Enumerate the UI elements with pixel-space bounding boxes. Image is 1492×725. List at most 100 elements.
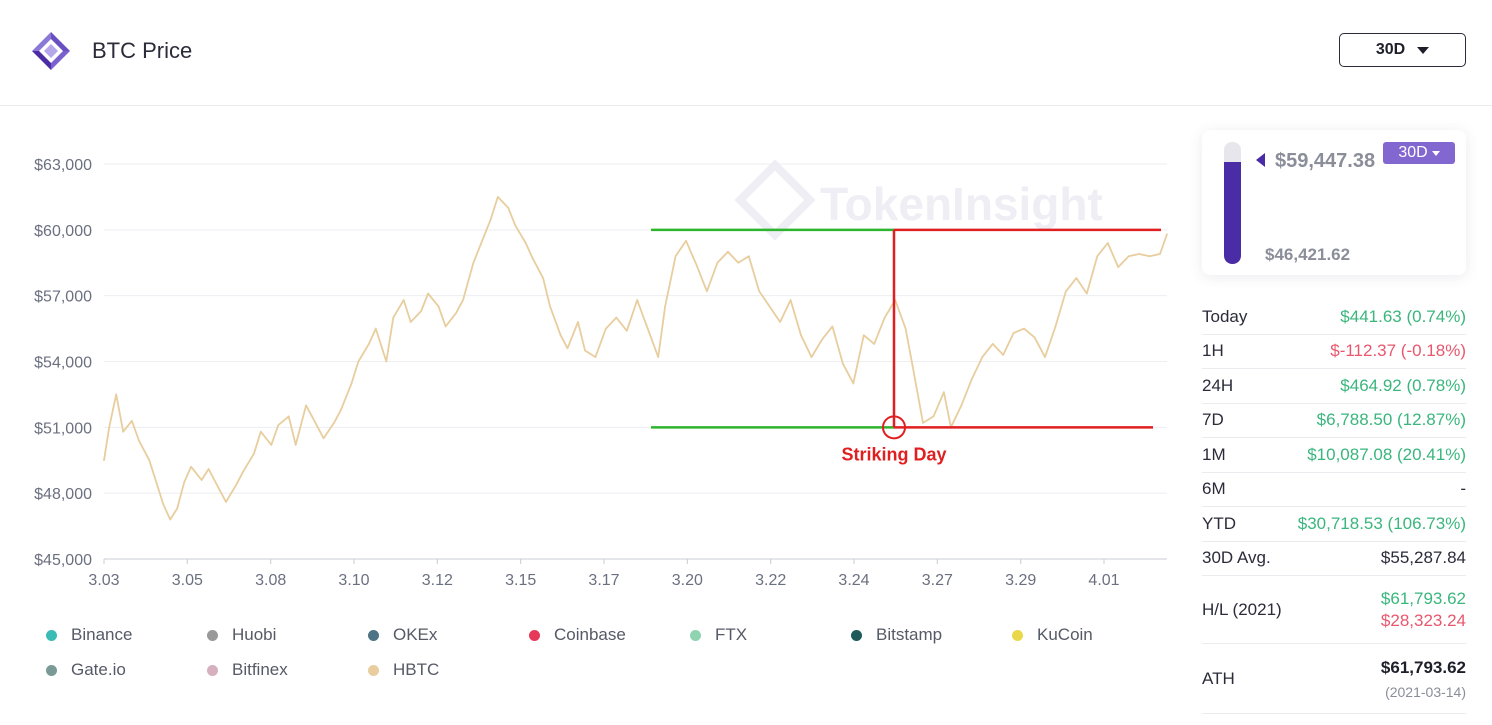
price-point <box>559 334 562 336</box>
price-point <box>737 262 740 264</box>
price-point <box>664 305 666 308</box>
stat-label: Today <box>1202 306 1248 326</box>
price-point <box>1044 356 1046 358</box>
legend-label: Gate.io <box>71 660 126 679</box>
legend-label: HBTC <box>393 660 440 679</box>
price-thermometer <box>1224 142 1241 264</box>
stat-value: $55,287.84 <box>1380 548 1466 568</box>
price-point <box>821 338 823 341</box>
price-point <box>392 316 395 319</box>
ath-values: $61,793.62 (2021-03-14) <box>1381 658 1466 700</box>
stat-row: 24H $464.92 (0.78%) <box>1202 369 1466 404</box>
y-tick-label: $63,000 <box>34 157 92 174</box>
price-point <box>270 444 273 446</box>
price-point <box>943 391 945 394</box>
stat-row: Today $441.63 (0.74%) <box>1202 300 1466 335</box>
price-point <box>1075 277 1078 279</box>
price-point <box>542 277 544 279</box>
price-point <box>1023 327 1025 330</box>
price-point <box>1065 290 1067 293</box>
legend-item-bitstamp[interactable]: Bitstamp <box>851 625 942 645</box>
legend-item-coinbase[interactable]: Coinbase <box>529 625 626 645</box>
stat-row: YTD $30,718.53 (106.73%) <box>1202 507 1466 542</box>
price-point <box>615 316 618 319</box>
legend-item-gate-io[interactable]: Gate.io <box>46 660 126 680</box>
legend-item-ftx[interactable]: FTX <box>690 625 747 645</box>
price-point <box>1096 255 1099 257</box>
stat-label: 30D Avg. <box>1202 548 1271 568</box>
price-point <box>375 327 377 330</box>
price-point <box>490 218 492 220</box>
price-point <box>427 292 429 295</box>
y-tick-label: $60,000 <box>34 223 92 240</box>
x-tick-label: 3.10 <box>338 572 369 589</box>
stat-value: $441.63 (0.74%) <box>1340 306 1466 326</box>
price-point <box>183 481 185 484</box>
legend-item-okex[interactable]: OKEx <box>368 625 437 645</box>
price-point <box>1159 253 1161 255</box>
price-line-hbtc <box>103 196 1168 521</box>
price-point <box>218 488 220 490</box>
year-low-value: $28,323.24 <box>1380 610 1466 630</box>
legend-item-bitfinex[interactable]: Bitfinex <box>207 660 288 680</box>
price-point <box>594 356 597 358</box>
y-tick-label: $57,000 <box>34 289 92 306</box>
price-point <box>108 426 110 429</box>
card-range-dropdown[interactable]: 30D <box>1383 142 1455 164</box>
price-point <box>1148 255 1151 257</box>
legend-dot-icon <box>851 629 862 641</box>
price-point <box>1086 292 1088 295</box>
x-tick-label: 3.22 <box>755 572 786 589</box>
price-point <box>315 424 318 426</box>
price-point <box>260 430 262 433</box>
price-point <box>800 334 802 336</box>
price-point <box>103 459 105 462</box>
stat-label: 6M <box>1202 479 1226 499</box>
price-point <box>115 393 117 396</box>
x-tick-label: 3.17 <box>588 572 619 589</box>
price-point <box>646 327 649 330</box>
stat-label: 24H <box>1202 375 1234 395</box>
stat-value: $464.92 (0.78%) <box>1340 375 1466 395</box>
legend-dot-icon <box>368 629 379 641</box>
price-point <box>462 299 464 301</box>
price-point <box>169 518 171 521</box>
stat-value: $30,718.53 (106.73%) <box>1297 513 1466 533</box>
x-tick-label: 3.15 <box>505 572 536 589</box>
price-point <box>863 334 865 336</box>
high-low-label: H/L (2021) <box>1202 599 1282 619</box>
price-point <box>207 468 210 470</box>
price-point <box>605 327 607 330</box>
price-point <box>385 360 388 363</box>
year-high-value: $61,793.62 <box>1380 588 1466 608</box>
price-point <box>758 290 760 293</box>
price-point <box>420 310 423 312</box>
legend-dot-icon <box>207 664 218 676</box>
price-point <box>922 422 924 424</box>
ath-label: ATH <box>1202 668 1235 688</box>
stat-value: $10,087.08 (20.41%) <box>1307 444 1466 464</box>
price-point <box>932 415 935 418</box>
legend-item-hbtc[interactable]: HBTC <box>368 660 439 680</box>
legend-item-binance[interactable]: Binance <box>46 625 132 645</box>
time-range-dropdown[interactable]: 30D <box>1339 33 1466 67</box>
ath-date: (2021-03-14) <box>1385 683 1466 700</box>
price-point <box>340 409 342 411</box>
price-point <box>497 196 499 198</box>
stat-value: $-112.37 (-0.18%) <box>1330 341 1466 361</box>
price-point <box>971 378 973 380</box>
current-price-pointer-icon <box>1256 153 1265 167</box>
caret-down-icon <box>1417 46 1430 54</box>
legend-item-kucoin[interactable]: KuCoin <box>1012 625 1093 645</box>
price-point <box>1138 253 1140 255</box>
price-point <box>368 343 370 345</box>
legend-item-huobi[interactable]: Huobi <box>207 625 276 645</box>
price-point <box>531 257 534 260</box>
legend-label: Huobi <box>232 625 277 644</box>
price-point <box>584 349 586 352</box>
price-point <box>657 356 659 358</box>
time-range-value: 30D <box>1375 41 1406 58</box>
price-point <box>1127 255 1130 257</box>
price-point <box>549 305 551 308</box>
price-point <box>626 330 628 332</box>
